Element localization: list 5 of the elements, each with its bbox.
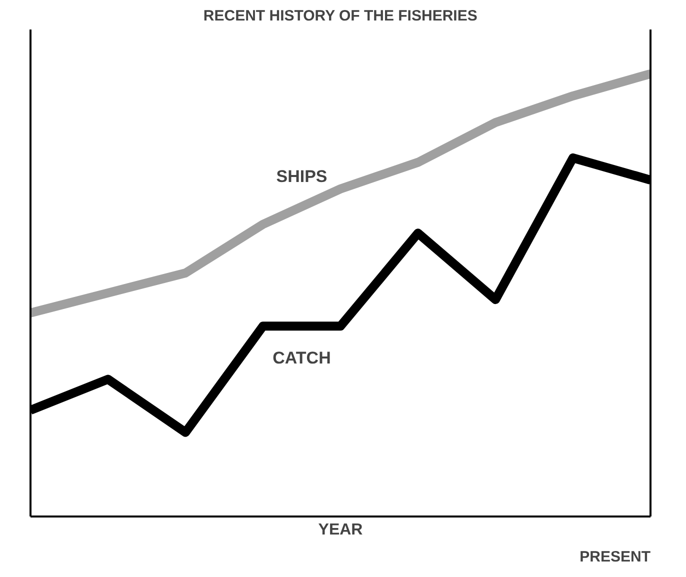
chart-title: RECENT HISTORY OF THE FISHERIES: [203, 8, 478, 24]
series-label: SHIPS: [276, 167, 328, 186]
x-axis-title: YEAR: [318, 522, 364, 538]
text: PRESENT: [580, 548, 651, 566]
series-label: CATCH: [272, 348, 331, 368]
